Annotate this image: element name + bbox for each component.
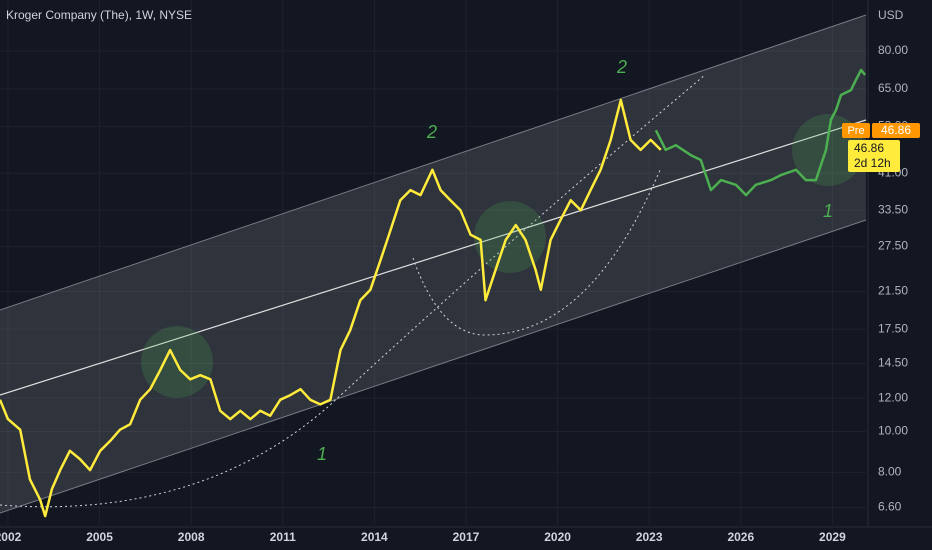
- price-label: 46.86: [881, 123, 911, 137]
- y-tick-label: 12.00: [878, 390, 908, 404]
- x-tick-label: 2011: [270, 530, 296, 544]
- y-tick-label: 65.00: [878, 81, 908, 95]
- y-tick-label: 8.00: [878, 465, 902, 479]
- highlight: [474, 201, 546, 273]
- channel-bottom: [0, 219, 867, 514]
- y-tick-label: 27.50: [878, 239, 908, 253]
- annotation: 1: [317, 444, 327, 464]
- y-tick-label: 80.00: [878, 43, 908, 57]
- annotation: 2: [616, 57, 627, 77]
- y-tick-label: 6.60: [878, 500, 902, 514]
- x-tick-label: 2023: [636, 530, 663, 544]
- x-tick-label: 2008: [178, 530, 205, 544]
- curve: [412, 169, 661, 336]
- x-tick-label: 2005: [86, 530, 113, 544]
- x-tick-label: 2002: [0, 530, 22, 544]
- currency: USD: [878, 8, 904, 22]
- price-tag: [872, 123, 920, 138]
- x-tick-label: 2020: [544, 530, 571, 544]
- price-line: [0, 98, 662, 518]
- session-tag: [842, 123, 870, 138]
- y-tick-label: 10.00: [878, 424, 908, 438]
- x-tick-label: 2017: [453, 530, 480, 544]
- price-line: [654, 68, 867, 197]
- last-price: 46.86: [854, 141, 884, 155]
- series: [0, 68, 867, 518]
- x-tick-label: 2014: [361, 530, 388, 544]
- y-tick-label: 17.50: [878, 321, 908, 335]
- chart-title: Kroger Company (The), 1W, NYSE: [6, 8, 192, 22]
- regression-line: [0, 119, 867, 396]
- annotation: 1: [823, 201, 833, 221]
- annotation: 2: [426, 122, 437, 142]
- curve: [0, 74, 706, 508]
- x-tick-label: 2029: [819, 530, 846, 544]
- channel-top: [0, 14, 867, 311]
- y-tick-label: 14.50: [878, 356, 908, 370]
- y-tick-label: 21.50: [878, 284, 908, 298]
- x-tick-label: 2026: [727, 530, 754, 544]
- y-tick-label: 33.50: [878, 202, 908, 216]
- countdown: 2d 12h: [854, 156, 891, 170]
- session-label: Pre: [847, 125, 864, 137]
- axes: 80.0065.0053.0041.0033.5027.5021.5017.50…: [0, 43, 908, 544]
- last-price-tag: [848, 140, 900, 172]
